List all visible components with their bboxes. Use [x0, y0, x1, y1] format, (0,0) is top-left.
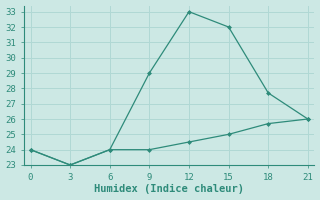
X-axis label: Humidex (Indice chaleur): Humidex (Indice chaleur) — [94, 184, 244, 194]
